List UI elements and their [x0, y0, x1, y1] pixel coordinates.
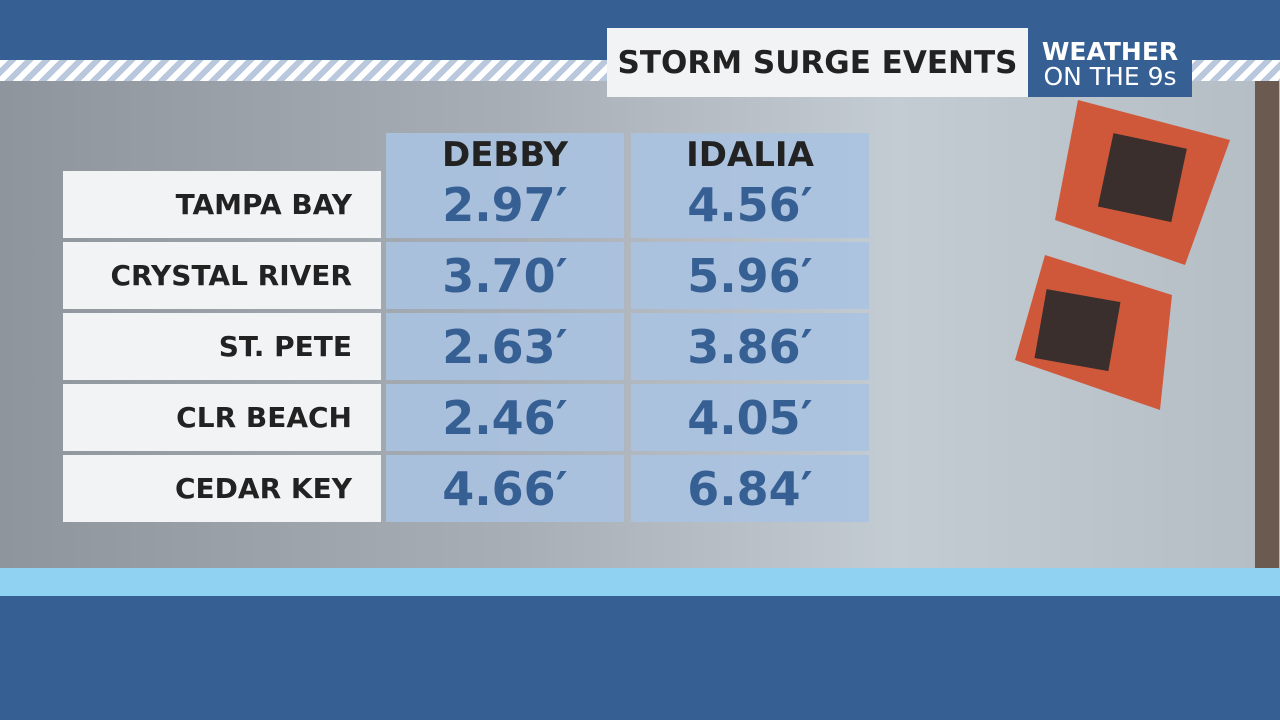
brand-bottom: ON THE 9s	[1043, 62, 1177, 91]
row-label: CEDAR KEY	[63, 455, 381, 522]
column-header: DEBBY	[386, 133, 624, 175]
surge-value: 2.97′	[386, 171, 624, 238]
row-label: CRYSTAL RIVER	[63, 242, 381, 309]
surge-value: 6.84′	[631, 455, 869, 522]
row-label: CLR BEACH	[63, 384, 381, 451]
brand-logo: WEATHER ON THE 9s	[1028, 28, 1192, 97]
row-label: TAMPA BAY	[63, 171, 381, 238]
surge-value: 2.63′	[386, 313, 624, 380]
brand-top: WEATHER	[1041, 37, 1179, 66]
surge-value: 4.56′	[631, 171, 869, 238]
accent-band	[0, 568, 1280, 596]
surge-value: 4.05′	[631, 384, 869, 451]
surge-value: 5.96′	[631, 242, 869, 309]
surge-value: 4.66′	[386, 455, 624, 522]
flag-center	[1097, 133, 1187, 223]
flags-illustration	[1015, 80, 1279, 568]
row-label: ST. PETE	[63, 313, 381, 380]
flag-center	[1034, 289, 1121, 372]
surge-value: 3.86′	[631, 313, 869, 380]
column-header: IDALIA	[631, 133, 869, 175]
pole	[1255, 80, 1279, 568]
surge-value: 2.46′	[386, 384, 624, 451]
title: STORM SURGE EVENTS	[607, 28, 1028, 97]
surge-value: 3.70′	[386, 242, 624, 309]
